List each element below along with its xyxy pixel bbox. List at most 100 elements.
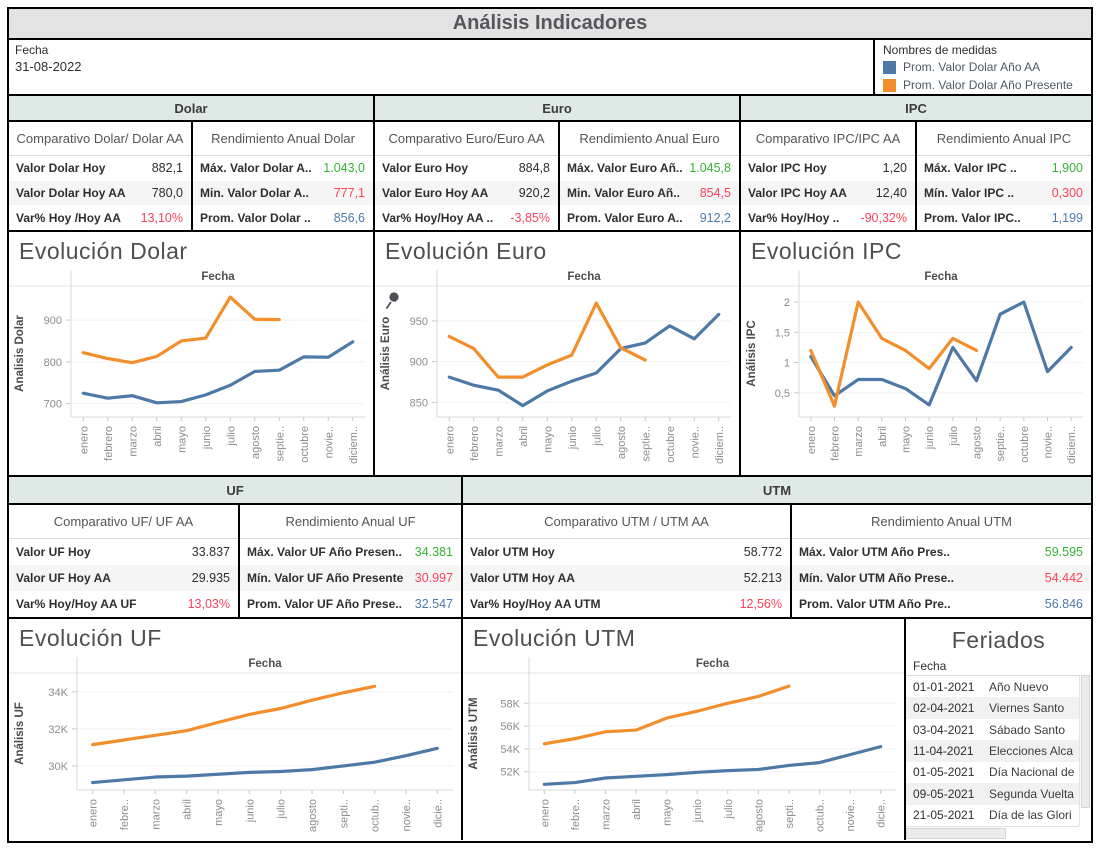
table-row: Valor UF Hoy 33.837: [16, 545, 230, 559]
table-rendimiento-euro: Rendimiento Anual Euro Máx. Valor Euro A…: [558, 122, 739, 230]
svg-text:enero: enero: [539, 799, 551, 827]
svg-text:julio: julio: [591, 426, 603, 447]
tables-row-1: Comparativo Dolar/ Dolar AA Valor Dolar …: [9, 122, 1091, 232]
chart-title: Evolución UF: [19, 625, 162, 651]
table-row: Valor UTM Hoy 58.772: [470, 545, 782, 559]
section-headers-row-2: UF UTM: [9, 477, 1091, 505]
svg-text:marzo: marzo: [853, 426, 865, 457]
svg-text:agosto: agosto: [616, 426, 628, 459]
table-comparativo-ipc: Comparativo IPC/IPC AA Valor IPC Hoy 1,20…: [741, 122, 915, 230]
chart-panel-ipc: Evolución IPC Fecha 0,5 1 1,5 2 Análisis IPC e…: [739, 232, 1091, 475]
fecha-filter[interactable]: Fecha 31-08-2022: [9, 40, 873, 94]
svg-text:junio: junio: [201, 426, 213, 450]
fecha-filter-value[interactable]: 31-08-2022: [15, 59, 82, 74]
charts-row-2: Evolución UF Fecha 30K 32K 34K Análisis UF en…: [9, 619, 1091, 840]
scrollbar-thumb[interactable]: [1081, 675, 1090, 808]
evolucion-uf-chart[interactable]: Fecha 30K 32K 34K Análisis UF enero febre.. mar…: [9, 653, 461, 840]
table-row: Valor Dolar Hoy AA 780,0: [9, 180, 191, 206]
horizontal-scrollbar[interactable]: [906, 826, 1079, 840]
table-rendimiento-dolar: Rendimiento Anual Dolar Máx. Valor Dolar…: [191, 122, 373, 230]
list-item: 11-04-2021 Elecciones Alca: [906, 740, 1079, 762]
chart-panel-utm: Evolución UTM Fecha 52K 54K 56K 58K Análisis …: [461, 619, 904, 840]
svg-text:700: 700: [44, 399, 62, 411]
legend-item-aa[interactable]: Prom. Valor Dolar Año AA: [883, 60, 1085, 74]
svg-text:abril: abril: [182, 799, 194, 820]
svg-text:58K: 58K: [500, 698, 520, 710]
table-row: Máx. Valor UTM Año Pres.. 59.595: [799, 545, 1083, 559]
table-title: Rendimiento Anual Euro: [560, 122, 739, 156]
section-utm-tables: Comparativo UTM / UTM AA Valor UTM Hoy 58…: [461, 505, 1091, 617]
table-row: Máx. Valor UF Año Presen.. 34.381: [247, 545, 453, 559]
legend-item-presente[interactable]: Prom. Valor Dolar Año Presente: [883, 78, 1085, 92]
svg-text:agosto: agosto: [307, 799, 319, 832]
evolucion-utm-chart[interactable]: Fecha 52K 54K 56K 58K Análisis UTM enero febre.…: [463, 653, 904, 840]
feriados-panel: Feriados Fecha 01-01-2021 Año Nuevo 02-04…: [904, 619, 1091, 840]
section-header-dolar: Dolar: [9, 96, 373, 120]
svg-text:34K: 34K: [48, 687, 68, 699]
section-headers-row-1: Dolar Euro IPC: [9, 96, 1091, 122]
svg-text:850: 850: [410, 397, 428, 409]
svg-text:febrero: febrero: [469, 426, 481, 461]
svg-text:julio: julio: [723, 799, 735, 820]
evolucion-dolar-chart[interactable]: Fecha 700 800 900 Analisis Dolar enero febrero…: [9, 266, 373, 475]
svg-text:octubre: octubre: [299, 426, 311, 463]
svg-text:diciem..: diciem..: [348, 426, 360, 464]
svg-text:950: 950: [410, 316, 428, 328]
table-title: Comparativo UTM / UTM AA: [463, 505, 790, 539]
vertical-scrollbar[interactable]: [1079, 675, 1091, 826]
pin-icon[interactable]: [382, 290, 402, 312]
feriados-title: Feriados: [951, 627, 1046, 653]
svg-text:novie..: novie..: [1043, 426, 1055, 458]
svg-text:abril: abril: [152, 426, 164, 447]
svg-text:54K: 54K: [500, 744, 520, 756]
svg-text:mayo: mayo: [542, 426, 554, 453]
evolucion-euro-chart[interactable]: Fecha 850 900 950 Análisis Euro enero febrero m…: [375, 266, 739, 475]
fecha-filter-label: Fecha: [15, 43, 49, 57]
table-comparativo-euro: Comparativo Euro/Euro AA Valor Euro Hoy 8…: [375, 122, 558, 230]
svg-text:febrero: febrero: [830, 426, 842, 461]
svg-text:mayo: mayo: [213, 799, 225, 826]
table-row: Mín. Valor IPC .. 0,300: [917, 180, 1091, 206]
section-ipc-tables: Comparativo IPC/IPC AA Valor IPC Hoy 1,20…: [739, 122, 1091, 230]
section-header-utm: UTM: [461, 477, 1091, 503]
svg-text:abril: abril: [631, 799, 643, 820]
table-row: Valor Euro Hoy 884,8: [382, 161, 550, 176]
table-title: Rendimiento Anual UF: [240, 505, 461, 539]
svg-text:novie..: novie..: [845, 799, 857, 831]
evolucion-ipc-chart[interactable]: Fecha 0,5 1 1,5 2 Análisis IPC enero febrero mar…: [741, 266, 1091, 475]
section-header-euro: Euro: [373, 96, 739, 120]
section-header-uf: UF: [9, 477, 461, 503]
table-comparativo-dolar: Comparativo Dolar/ Dolar AA Valor Dolar …: [9, 122, 191, 230]
chart-title: Evolución Dolar: [19, 238, 188, 264]
svg-text:Fecha: Fecha: [696, 658, 730, 670]
table-row: Var% Hoy /Hoy AA 13,10%: [16, 210, 183, 225]
table-comparativo-utm: Comparativo UTM / UTM AA Valor UTM Hoy 58…: [463, 505, 790, 617]
svg-text:octub..: octub..: [815, 799, 827, 832]
svg-text:julio: julio: [225, 426, 237, 447]
tables-row-2: Comparativo UF/ UF AA Valor UF Hoy 33.837…: [9, 505, 1091, 619]
svg-text:dicie..: dicie..: [432, 799, 444, 828]
legend-color-chip-orange: [883, 78, 896, 92]
table-title: Comparativo Dolar/ Dolar AA: [9, 122, 191, 156]
list-item: 09-05-2021 Segunda Vuelta: [906, 783, 1079, 805]
table-rendimiento-ipc: Rendimiento Anual IPC Máx. Valor IPC .. 1…: [915, 122, 1091, 230]
list-item: 01-01-2021 Año Nuevo: [913, 679, 1049, 694]
svg-text:junio: junio: [692, 799, 704, 823]
table-row: Prom. Valor Euro A.. 912,2: [567, 210, 731, 225]
charts-row-1: Evolución Dolar Fecha 700 800 900 Analisis D…: [9, 232, 1091, 477]
chart-panel-dolar: Evolución Dolar Fecha 700 800 900 Analisis D…: [9, 232, 373, 475]
measure-legend: Nombres de medidas Prom. Valor Dolar Año…: [873, 40, 1091, 94]
scrollbar-thumb[interactable]: [906, 828, 1007, 839]
svg-text:mayo: mayo: [176, 426, 188, 453]
table-row: Mín. Valor UTM Año Prese.. 54.442: [792, 565, 1091, 591]
svg-text:1,5: 1,5: [775, 327, 790, 339]
svg-text:Análisis UF: Análisis UF: [14, 702, 26, 765]
svg-text:1: 1: [784, 358, 790, 370]
svg-text:agosto: agosto: [972, 426, 984, 459]
svg-text:octubre: octubre: [1019, 426, 1031, 463]
table-title: Rendimiento Anual UTM: [792, 505, 1091, 539]
svg-text:octub..: octub..: [370, 799, 382, 832]
section-uf-tables: Comparativo UF/ UF AA Valor UF Hoy 33.837…: [9, 505, 461, 617]
svg-text:Fecha: Fecha: [248, 658, 282, 670]
